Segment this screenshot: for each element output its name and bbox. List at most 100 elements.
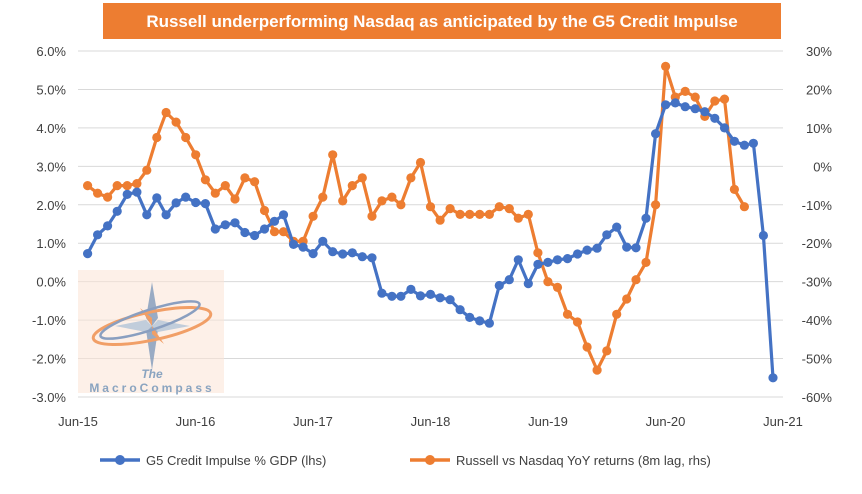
data-point <box>93 230 103 240</box>
data-point <box>387 291 397 301</box>
data-point <box>641 213 651 223</box>
data-point <box>602 230 612 240</box>
data-point <box>83 249 93 259</box>
data-point <box>465 209 475 219</box>
data-point <box>259 224 270 234</box>
data-point <box>250 177 260 187</box>
data-point <box>435 215 445 225</box>
data-point <box>122 181 132 191</box>
data-point <box>181 132 191 143</box>
data-point <box>494 202 504 212</box>
data-point <box>729 184 740 194</box>
data-point <box>690 104 700 114</box>
data-point <box>318 236 328 246</box>
data-point <box>680 102 690 112</box>
data-point <box>700 107 710 117</box>
data-point <box>171 117 181 127</box>
data-point <box>719 94 730 104</box>
data-point <box>425 289 436 299</box>
left-tick-label: 3.0% <box>36 159 66 174</box>
series-russell-nasdaq <box>83 61 750 375</box>
data-point <box>435 293 445 303</box>
data-point <box>230 194 240 204</box>
data-point <box>278 210 289 220</box>
data-point <box>504 204 514 214</box>
data-point <box>298 242 308 252</box>
data-point <box>240 227 250 238</box>
left-tick-label: 1.0% <box>36 236 66 251</box>
data-point <box>729 136 740 146</box>
data-point <box>406 284 416 294</box>
data-point <box>152 132 162 143</box>
x-tick-label: Jun-15 <box>58 414 98 429</box>
data-point <box>347 248 357 258</box>
watermark-the: The <box>141 367 163 381</box>
data-point <box>465 312 475 322</box>
data-point <box>651 129 661 139</box>
x-tick-label: Jun-17 <box>293 414 333 429</box>
data-point <box>622 294 632 304</box>
legend-label-russell-nasdaq: Russell vs Nasdaq YoY returns (8m lag, r… <box>456 453 711 468</box>
data-point <box>132 187 142 197</box>
data-point <box>112 206 122 216</box>
data-point <box>661 61 671 71</box>
data-point <box>455 305 465 315</box>
legend-item-credit-impulse: G5 Credit Impulse % GDP (lhs) <box>100 453 326 468</box>
data-point <box>240 173 250 183</box>
left-tick-label: -3.0% <box>32 390 66 405</box>
right-tick-label: -40% <box>802 313 833 328</box>
data-point <box>739 202 750 212</box>
data-point <box>259 205 270 216</box>
data-point <box>103 221 113 231</box>
x-tick-label: Jun-16 <box>176 414 216 429</box>
data-point <box>455 209 465 219</box>
data-point <box>396 200 406 210</box>
data-point <box>592 243 602 253</box>
data-point <box>415 291 426 301</box>
left-tick-label: 0.0% <box>36 275 66 290</box>
x-tick-label: Jun-21 <box>763 414 803 429</box>
data-point <box>445 204 455 214</box>
data-point <box>308 249 318 259</box>
chart-title: Russell underperforming Nasdaq as antici… <box>146 12 737 31</box>
data-point <box>377 288 387 298</box>
data-point <box>406 173 416 183</box>
data-point <box>415 157 426 168</box>
data-point <box>347 181 357 191</box>
data-point <box>523 209 533 219</box>
data-point <box>191 197 201 208</box>
data-point <box>328 247 338 257</box>
data-point <box>690 92 700 102</box>
left-tick-label: -2.0% <box>32 352 66 367</box>
data-point <box>250 230 260 241</box>
data-point <box>377 196 387 206</box>
data-point <box>288 239 299 249</box>
data-point <box>425 202 436 212</box>
data-point <box>504 275 514 285</box>
data-point <box>680 86 690 96</box>
data-point <box>533 248 543 258</box>
data-point <box>357 173 367 183</box>
data-point <box>475 209 485 219</box>
left-axis-ticks: 6.0% 5.0% 4.0% 3.0% 2.0% 1.0% 0.0% -1.0% -2.0% -3… <box>32 44 66 405</box>
x-tick-label: Jun-18 <box>411 414 451 429</box>
data-point <box>543 257 553 267</box>
data-point <box>161 210 171 220</box>
data-point <box>719 123 730 133</box>
left-tick-label: 4.0% <box>36 121 66 136</box>
data-point <box>142 165 152 175</box>
data-point <box>230 218 240 228</box>
data-point <box>220 181 230 191</box>
x-tick-label: Jun-19 <box>528 414 568 429</box>
data-point <box>200 199 210 209</box>
data-point <box>396 291 406 301</box>
data-point <box>308 211 318 221</box>
data-point <box>710 113 720 123</box>
data-point <box>484 318 494 328</box>
data-point <box>269 216 280 226</box>
data-point <box>552 282 563 292</box>
data-point <box>338 196 348 206</box>
data-point <box>494 280 504 291</box>
data-point <box>582 245 592 255</box>
